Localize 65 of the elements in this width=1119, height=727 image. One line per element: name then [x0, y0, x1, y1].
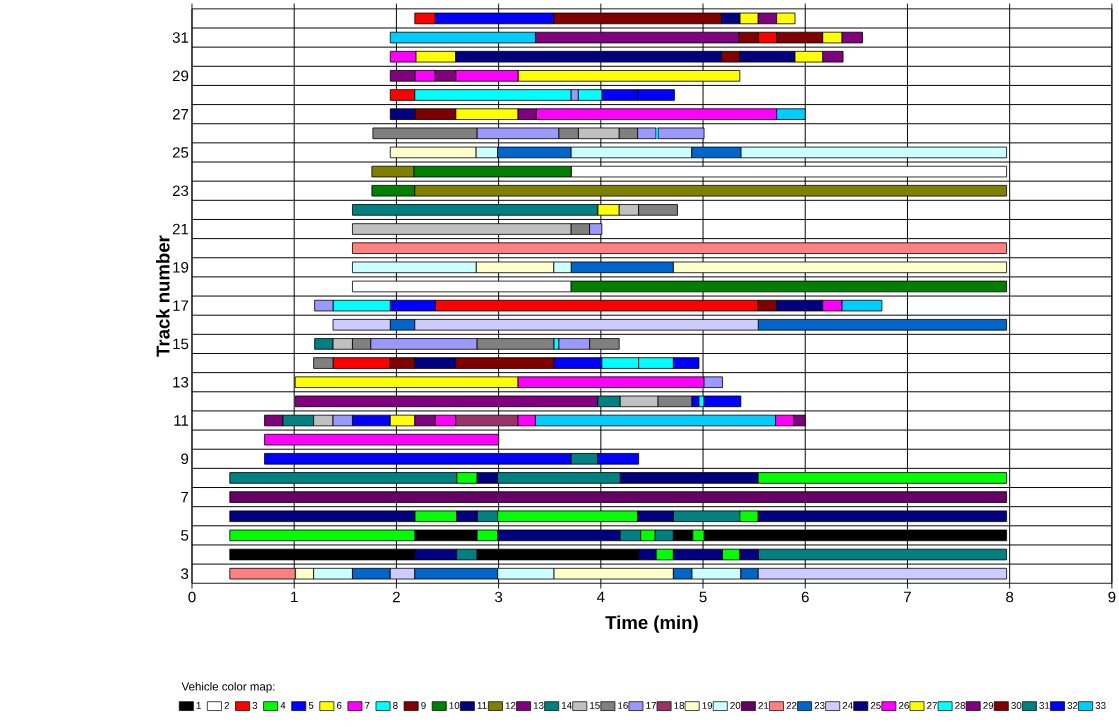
y-axis-title: Track number [156, 235, 170, 357]
y-tick-label: 15 [173, 338, 189, 350]
legend-label: 23 [814, 701, 825, 709]
legend-label: 28 [955, 701, 966, 709]
legend-label: 10 [449, 701, 460, 709]
y-tick-label: 3 [181, 568, 189, 579]
legend-label: 24 [842, 701, 853, 709]
y-tick-label: 21 [172, 223, 189, 235]
x-tick-label: 7 [904, 591, 911, 602]
legend-label: 22 [786, 701, 797, 709]
x-tick-label: 5 [699, 591, 707, 603]
legend-label: 18 [674, 701, 685, 709]
legend-label: 12 [505, 701, 516, 709]
legend-label: 29 [983, 701, 994, 709]
y-tick-label: 31 [172, 32, 189, 43]
legend-label: 16 [618, 701, 628, 709]
legend-label: 4 [280, 701, 286, 709]
bar [264, 433, 500, 446]
legend-label: 11 [477, 701, 487, 709]
legend-label: 26 [898, 701, 909, 709]
x-tick-label: 8 [1006, 591, 1014, 603]
y-tick-label: 17 [173, 300, 189, 311]
legend-label: 20 [730, 701, 741, 709]
legend-label: 27 [927, 701, 937, 709]
legend-label: 13 [533, 701, 544, 709]
legend-label: 30 [1011, 701, 1022, 709]
y-tick-label: 19 [173, 261, 189, 273]
bar [229, 491, 1007, 503]
legend-label: 14 [562, 701, 572, 709]
y-tick-label: 29 [172, 70, 189, 82]
x-axis-title: Time (min) [605, 615, 698, 633]
legend-label: 31 [1039, 701, 1050, 709]
legend-label: 3 [252, 701, 258, 709]
y-tick-label: 27 [172, 108, 189, 120]
legend-label: 19 [702, 701, 713, 709]
x-tick-label: 6 [801, 591, 809, 603]
legend-label: 21 [758, 701, 769, 709]
y-tick-label: 11 [174, 415, 189, 426]
y-tick-label: 9 [181, 453, 189, 464]
legend-label: 7 [365, 701, 370, 709]
x-tick-label: 0 [188, 591, 196, 603]
legend-label: 15 [590, 701, 600, 709]
legend-label: 33 [1095, 701, 1106, 709]
legend-label: 2 [224, 701, 229, 709]
legend-title: Vehicle color map: [181, 682, 275, 693]
legend-label: 5 [308, 701, 314, 709]
legend-label: 1 [196, 701, 201, 709]
legend-label: 9 [421, 701, 426, 709]
legend-label: 32 [1067, 701, 1078, 709]
legend-label: 6 [336, 701, 342, 709]
x-tick-label: 2 [392, 591, 400, 603]
legend-label: 25 [870, 701, 881, 709]
x-tick-label: 1 [291, 591, 298, 602]
legend-label: 17 [646, 701, 656, 709]
bar [352, 242, 1007, 254]
bar [657, 127, 705, 139]
y-tick-label: 7 [181, 491, 189, 503]
x-tick-label: 3 [495, 591, 503, 603]
y-tick-label: 5 [181, 530, 189, 541]
y-tick-label: 23 [172, 185, 189, 196]
y-tick-label: 13 [173, 376, 189, 388]
x-tick-label: 4 [597, 591, 605, 602]
y-tick-label: 25 [172, 146, 189, 158]
legend-label: 8 [393, 701, 398, 709]
x-tick-label: 9 [1108, 591, 1116, 603]
